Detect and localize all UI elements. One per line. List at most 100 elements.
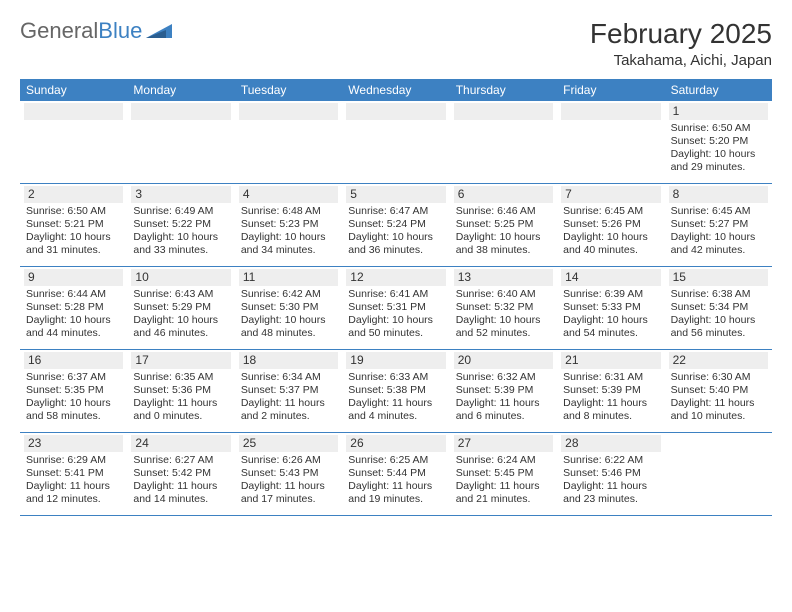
day-number: 15	[669, 269, 768, 286]
day-cell: 25 Sunrise: 6:26 AMSunset: 5:43 PMDayligh…	[235, 433, 342, 515]
calendar: Sunday Monday Tuesday Wednesday Thursday…	[20, 79, 772, 516]
day-number-empty	[24, 103, 123, 120]
sunrise-text: Sunrise: 6:34 AM	[241, 371, 336, 384]
day-cell	[127, 101, 234, 183]
day-of-week-header: Sunday Monday Tuesday Wednesday Thursday…	[20, 79, 772, 101]
day-details: Sunrise: 6:33 AMSunset: 5:38 PMDaylight:…	[346, 371, 445, 424]
daylight-text: Daylight: 11 hours and 4 minutes.	[348, 397, 443, 423]
day-cell: 27 Sunrise: 6:24 AMSunset: 5:45 PMDayligh…	[450, 433, 557, 515]
sunset-text: Sunset: 5:45 PM	[456, 467, 551, 480]
daylight-text: Daylight: 10 hours and 36 minutes.	[348, 231, 443, 257]
day-number: 17	[131, 352, 230, 369]
sunrise-text: Sunrise: 6:48 AM	[241, 205, 336, 218]
day-details: Sunrise: 6:49 AMSunset: 5:22 PMDaylight:…	[131, 205, 230, 258]
dow-tuesday: Tuesday	[235, 79, 342, 101]
day-cell: 23Sunrise: 6:29 AMSunset: 5:41 PMDayligh…	[20, 433, 127, 515]
day-cell: 22 Sunrise: 6:30 AMSunset: 5:40 PMDayligh…	[665, 350, 772, 432]
day-cell: 5Sunrise: 6:47 AMSunset: 5:24 PMDaylight…	[342, 184, 449, 266]
week-row: 2Sunrise: 6:50 AMSunset: 5:21 PMDaylight…	[20, 184, 772, 267]
sunrise-text: Sunrise: 6:38 AM	[671, 288, 766, 301]
sunset-text: Sunset: 5:39 PM	[563, 384, 658, 397]
sunset-text: Sunset: 5:36 PM	[133, 384, 228, 397]
sunrise-text: Sunrise: 6:35 AM	[133, 371, 228, 384]
sunset-text: Sunset: 5:35 PM	[26, 384, 121, 397]
daylight-text: Daylight: 10 hours and 31 minutes.	[26, 231, 121, 257]
day-cell: 11 Sunrise: 6:42 AMSunset: 5:30 PMDayligh…	[235, 267, 342, 349]
sunrise-text: Sunrise: 6:39 AM	[563, 288, 658, 301]
sunrise-text: Sunrise: 6:46 AM	[456, 205, 551, 218]
sunset-text: Sunset: 5:37 PM	[241, 384, 336, 397]
day-cell: 10Sunrise: 6:43 AMSunset: 5:29 PMDayligh…	[127, 267, 234, 349]
daylight-text: Daylight: 10 hours and 46 minutes.	[133, 314, 228, 340]
day-cell: 8Sunrise: 6:45 AMSunset: 5:27 PMDaylight…	[665, 184, 772, 266]
sunrise-text: Sunrise: 6:45 AM	[671, 205, 766, 218]
daylight-text: Daylight: 11 hours and 14 minutes.	[133, 480, 228, 506]
daylight-text: Daylight: 10 hours and 33 minutes.	[133, 231, 228, 257]
sunset-text: Sunset: 5:25 PM	[456, 218, 551, 231]
day-cell: 21 Sunrise: 6:31 AMSunset: 5:39 PMDayligh…	[557, 350, 664, 432]
sunrise-text: Sunrise: 6:33 AM	[348, 371, 443, 384]
daylight-text: Daylight: 11 hours and 12 minutes.	[26, 480, 121, 506]
day-number: 26	[346, 435, 445, 452]
sunset-text: Sunset: 5:20 PM	[671, 135, 766, 148]
day-number: 23	[24, 435, 123, 452]
day-number-empty	[239, 103, 338, 120]
day-number-empty	[561, 103, 660, 120]
dow-monday: Monday	[127, 79, 234, 101]
week-row: 16Sunrise: 6:37 AMSunset: 5:35 PMDayligh…	[20, 350, 772, 433]
day-details: Sunrise: 6:26 AMSunset: 5:43 PMDaylight:…	[239, 454, 338, 507]
sunrise-text: Sunrise: 6:29 AM	[26, 454, 121, 467]
dow-wednesday: Wednesday	[342, 79, 449, 101]
day-details: Sunrise: 6:42 AMSunset: 5:30 PMDaylight:…	[239, 288, 338, 341]
sunrise-text: Sunrise: 6:25 AM	[348, 454, 443, 467]
sunset-text: Sunset: 5:32 PM	[456, 301, 551, 314]
sunrise-text: Sunrise: 6:26 AM	[241, 454, 336, 467]
day-number: 13	[454, 269, 553, 286]
brand-logo: GeneralBlue	[20, 18, 172, 44]
sunset-text: Sunset: 5:28 PM	[26, 301, 121, 314]
day-details: Sunrise: 6:39 AMSunset: 5:33 PMDaylight:…	[561, 288, 660, 341]
day-number: 28	[561, 435, 660, 452]
daylight-text: Daylight: 11 hours and 6 minutes.	[456, 397, 551, 423]
dow-sunday: Sunday	[20, 79, 127, 101]
sunset-text: Sunset: 5:27 PM	[671, 218, 766, 231]
daylight-text: Daylight: 10 hours and 52 minutes.	[456, 314, 551, 340]
day-number: 21	[561, 352, 660, 369]
day-number: 25	[239, 435, 338, 452]
sunset-text: Sunset: 5:26 PM	[563, 218, 658, 231]
dow-saturday: Saturday	[665, 79, 772, 101]
day-details: Sunrise: 6:50 AMSunset: 5:21 PMDaylight:…	[24, 205, 123, 258]
day-details: Sunrise: 6:38 AMSunset: 5:34 PMDaylight:…	[669, 288, 768, 341]
daylight-text: Daylight: 10 hours and 38 minutes.	[456, 231, 551, 257]
sunset-text: Sunset: 5:23 PM	[241, 218, 336, 231]
sunset-text: Sunset: 5:34 PM	[671, 301, 766, 314]
sunrise-text: Sunrise: 6:47 AM	[348, 205, 443, 218]
day-details: Sunrise: 6:47 AMSunset: 5:24 PMDaylight:…	[346, 205, 445, 258]
title-block: February 2025 Takahama, Aichi, Japan	[590, 18, 772, 69]
day-number-empty	[131, 103, 230, 120]
day-details: Sunrise: 6:27 AMSunset: 5:42 PMDaylight:…	[131, 454, 230, 507]
day-number: 22	[669, 352, 768, 369]
sunrise-text: Sunrise: 6:31 AM	[563, 371, 658, 384]
day-number: 11	[239, 269, 338, 286]
day-cell: 13Sunrise: 6:40 AMSunset: 5:32 PMDayligh…	[450, 267, 557, 349]
day-details: Sunrise: 6:35 AMSunset: 5:36 PMDaylight:…	[131, 371, 230, 424]
page-header: GeneralBlue February 2025 Takahama, Aich…	[20, 18, 772, 69]
day-cell: 3Sunrise: 6:49 AMSunset: 5:22 PMDaylight…	[127, 184, 234, 266]
sunrise-text: Sunrise: 6:50 AM	[26, 205, 121, 218]
day-details: Sunrise: 6:30 AMSunset: 5:40 PMDaylight:…	[669, 371, 768, 424]
month-title: February 2025	[590, 18, 772, 50]
day-cell: 26Sunrise: 6:25 AMSunset: 5:44 PMDayligh…	[342, 433, 449, 515]
day-number: 27	[454, 435, 553, 452]
sunset-text: Sunset: 5:31 PM	[348, 301, 443, 314]
daylight-text: Daylight: 11 hours and 0 minutes.	[133, 397, 228, 423]
day-details: Sunrise: 6:24 AMSunset: 5:45 PMDaylight:…	[454, 454, 553, 507]
brand-mark-icon	[146, 18, 172, 44]
daylight-text: Daylight: 11 hours and 8 minutes.	[563, 397, 658, 423]
day-cell: 1Sunrise: 6:50 AMSunset: 5:20 PMDaylight…	[665, 101, 772, 183]
sunset-text: Sunset: 5:24 PM	[348, 218, 443, 231]
day-number-empty	[454, 103, 553, 120]
day-cell: 4Sunrise: 6:48 AMSunset: 5:23 PMDaylight…	[235, 184, 342, 266]
day-details: Sunrise: 6:34 AMSunset: 5:37 PMDaylight:…	[239, 371, 338, 424]
sunset-text: Sunset: 5:43 PM	[241, 467, 336, 480]
